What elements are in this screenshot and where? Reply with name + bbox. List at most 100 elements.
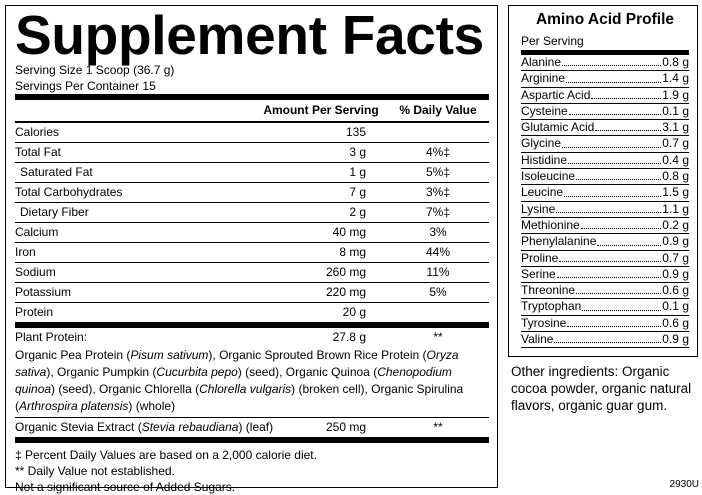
amino-row: Threonine 0.6 g xyxy=(521,283,689,300)
amino-amount: 0.8 g xyxy=(662,55,689,69)
nutrient-amount: 2 g xyxy=(349,205,366,219)
nutrient-amount: 260 mg xyxy=(325,265,366,279)
nutrient-amount: 20 g xyxy=(342,305,366,319)
nutrient-label: Calories xyxy=(15,125,60,139)
dot-leader xyxy=(568,153,662,165)
dot-leader xyxy=(562,136,662,148)
header-amount: Amount Per Serving xyxy=(263,103,379,117)
nutrient-label: Sodium xyxy=(15,265,56,279)
plant-protein-dv: ** xyxy=(433,330,443,344)
dot-leader xyxy=(568,104,662,116)
facts-content: Supplement Facts Serving Size 1 Scoop (3… xyxy=(15,8,489,495)
amino-row: Proline 0.7 g xyxy=(521,251,689,267)
text-segment: ), Organic Pumpkin ( xyxy=(46,365,157,379)
amino-amount: 0.2 g xyxy=(662,217,689,232)
amino-name: Leucine xyxy=(521,185,564,200)
amino-subtitle: Per Serving xyxy=(521,34,584,48)
dot-leader xyxy=(554,332,662,344)
facts-title: Supplement Facts xyxy=(15,4,484,66)
amino-name: Histidine xyxy=(521,152,568,167)
latin-name: Arthrospira platensis xyxy=(19,399,129,413)
nutrient-row: Total Carbohydrates 7 g 3%‡ xyxy=(15,183,489,203)
nutrient-dv: 3%‡ xyxy=(425,185,451,199)
amino-row: Isoleucine 0.8 g xyxy=(521,169,689,186)
text-segment: ) (whole) xyxy=(128,399,176,413)
header-row: Amount Per Serving % Daily Value xyxy=(15,100,489,123)
amino-row: Aspartic Acid 1.9 g xyxy=(521,88,689,104)
amino-amount: 0.9 g xyxy=(662,266,689,281)
amino-name: Serine xyxy=(521,266,556,281)
amino-amount: 0.1 g xyxy=(662,299,689,314)
nutrient-amount: 220 mg xyxy=(325,285,366,299)
amino-name: Isoleucine xyxy=(521,169,576,184)
dot-leader xyxy=(566,71,662,83)
nutrient-dv: 5%‡ xyxy=(425,165,451,179)
footnote: ‡ Percent Daily Values are based on a 2,… xyxy=(15,448,317,462)
thick-rule xyxy=(521,50,689,55)
dot-leader xyxy=(576,283,662,295)
nutrient-row: Sodium 260 mg 11% xyxy=(15,263,489,283)
text-segment: ), Organic Sprouted Brown Rice Protein ( xyxy=(208,348,427,362)
latin-name: Cucurbita pepo xyxy=(156,365,238,379)
amino-acid-panel: Amino Acid Profile Per Serving Alanine 0.… xyxy=(508,5,698,357)
nutrient-amount: 135 xyxy=(345,125,366,139)
amino-name: Glycine xyxy=(521,136,562,151)
nutrient-dv: 44% xyxy=(425,245,451,259)
amino-name: Phenylalanine xyxy=(521,234,597,249)
plant-protein-description: Organic Pea Protein (Pisum sativum), Org… xyxy=(15,347,489,415)
amino-name: Alanine xyxy=(521,55,562,69)
latin-name: Stevia rebaudiana xyxy=(141,420,239,434)
amino-row: Cysteine 0.1 g xyxy=(521,104,689,121)
text-segment: Organic Pea Protein ( xyxy=(15,348,131,362)
nutrient-label: Saturated Fat xyxy=(20,165,93,179)
amino-content: Amino Acid Profile Per Serving Alanine 0.… xyxy=(521,8,689,349)
amino-row: Glutamic Acid 3.1 g xyxy=(521,120,689,137)
nutrient-rows: Calories 135 Total Fat 3 g 4%‡ Saturated Fat 1… xyxy=(15,123,489,323)
amino-row: Lysine 1.1 g xyxy=(521,202,689,218)
latin-name: Chenopodium quinoa xyxy=(15,365,452,396)
amino-row: Tryptophan 0.1 g xyxy=(521,299,689,316)
serving-size: Serving Size 1 Scoop (36.7 g) xyxy=(15,63,175,77)
latin-name: Oryza sativa xyxy=(15,348,459,379)
text-segment: ) (broken cell), Organic Spirulina ( xyxy=(15,382,464,413)
nutrient-label: Protein xyxy=(15,305,54,319)
dot-leader xyxy=(556,267,662,279)
nutrient-amount: 7 g xyxy=(349,185,366,199)
text-segment: ) (seed), Organic Quinoa ( xyxy=(237,365,378,379)
stevia-dv: ** xyxy=(433,420,443,434)
other-ingredients: Other ingredients: Organic cocoa powder,… xyxy=(511,364,692,413)
amino-amount: 1.5 g xyxy=(662,185,689,200)
amino-name: Methionine xyxy=(521,217,580,232)
nutrient-label: Iron xyxy=(15,245,36,259)
nutrient-label: Calcium xyxy=(15,225,59,239)
amino-row: Valine 0.9 g xyxy=(521,332,689,349)
header-dv: % Daily Value xyxy=(399,103,477,117)
dot-leader xyxy=(582,299,662,311)
nutrient-label: Potassium xyxy=(15,285,72,299)
amino-amount: 1.9 g xyxy=(662,87,689,102)
plant-protein-amount: 27.8 g xyxy=(332,330,366,344)
amino-name: Lysine xyxy=(521,201,556,216)
stevia-row: Organic Stevia Extract (Stevia rebaudian… xyxy=(15,418,489,438)
amino-row: Leucine 1.5 g xyxy=(521,185,689,202)
nutrient-amount: 8 mg xyxy=(339,245,366,259)
plant-protein-label: Plant Protein: xyxy=(15,330,88,344)
amino-amount: 0.7 g xyxy=(662,250,689,265)
nutrient-row: Calories 135 xyxy=(15,123,489,143)
nutrient-row: Dietary Fiber 2 g 7%‡ xyxy=(15,203,489,223)
amino-name: Glutamic Acid xyxy=(521,120,595,135)
text-segment: ) (seed), Organic Chlorella ( xyxy=(51,382,200,396)
latin-name: Chlorella vulgaris xyxy=(199,382,292,396)
nutrient-label: Dietary Fiber xyxy=(20,205,89,219)
amino-row: Serine 0.9 g xyxy=(521,266,689,284)
dot-leader xyxy=(556,202,662,213)
text-segment: Organic Stevia Extract ( xyxy=(15,420,142,434)
amino-amount: 0.8 g xyxy=(662,169,689,184)
dot-leader xyxy=(595,120,662,132)
dot-leader xyxy=(597,234,662,246)
amino-name: Proline xyxy=(521,250,559,265)
amino-amount: 0.9 g xyxy=(662,332,689,347)
dot-leader xyxy=(580,218,662,230)
nutrient-dv: 5% xyxy=(429,285,447,299)
